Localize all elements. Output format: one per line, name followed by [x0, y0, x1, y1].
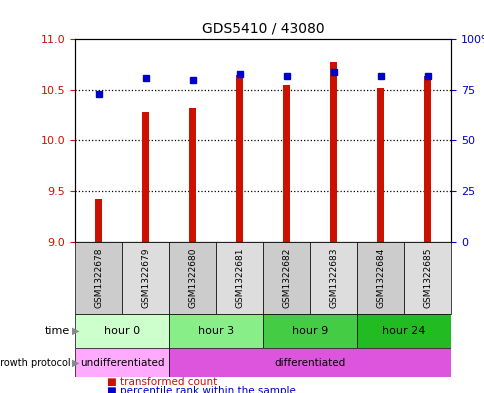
Text: ▶: ▶ — [72, 326, 79, 336]
Bar — [169, 348, 450, 377]
Bar — [142, 112, 149, 242]
Bar — [403, 242, 450, 314]
Text: GSM1322678: GSM1322678 — [94, 248, 103, 308]
Text: hour 24: hour 24 — [381, 326, 425, 336]
Bar — [356, 314, 450, 348]
Text: hour 0: hour 0 — [104, 326, 140, 336]
Bar — [236, 75, 242, 242]
Bar — [95, 199, 102, 242]
Text: hour 9: hour 9 — [291, 326, 328, 336]
Bar — [216, 242, 262, 314]
Bar — [376, 88, 383, 242]
Bar — [122, 242, 169, 314]
Text: differentiated: differentiated — [274, 358, 345, 367]
Text: GSM1322683: GSM1322683 — [329, 248, 337, 308]
Bar — [330, 62, 336, 242]
Text: ■ transformed count: ■ transformed count — [106, 377, 216, 387]
Bar — [169, 314, 262, 348]
Bar — [169, 242, 216, 314]
Text: ▶: ▶ — [72, 358, 79, 367]
Bar — [189, 108, 196, 242]
Text: ■ percentile rank within the sample: ■ percentile rank within the sample — [106, 386, 295, 393]
Text: GSM1322684: GSM1322684 — [375, 248, 384, 308]
Text: hour 3: hour 3 — [197, 326, 234, 336]
Bar — [262, 314, 356, 348]
Bar — [75, 348, 169, 377]
Text: time: time — [45, 326, 70, 336]
Text: GSM1322682: GSM1322682 — [282, 248, 290, 308]
Text: GSM1322681: GSM1322681 — [235, 248, 243, 308]
Bar — [309, 242, 356, 314]
Text: GSM1322680: GSM1322680 — [188, 248, 197, 308]
Bar — [75, 314, 169, 348]
Bar — [283, 85, 289, 242]
Bar — [423, 76, 430, 242]
Text: undifferentiated: undifferentiated — [80, 358, 164, 367]
Text: growth protocol: growth protocol — [0, 358, 70, 367]
Bar — [75, 242, 122, 314]
Text: GSM1322685: GSM1322685 — [422, 248, 431, 308]
Bar — [356, 242, 403, 314]
Bar — [262, 242, 309, 314]
Title: GDS5410 / 43080: GDS5410 / 43080 — [201, 21, 324, 35]
Text: GSM1322679: GSM1322679 — [141, 248, 150, 308]
